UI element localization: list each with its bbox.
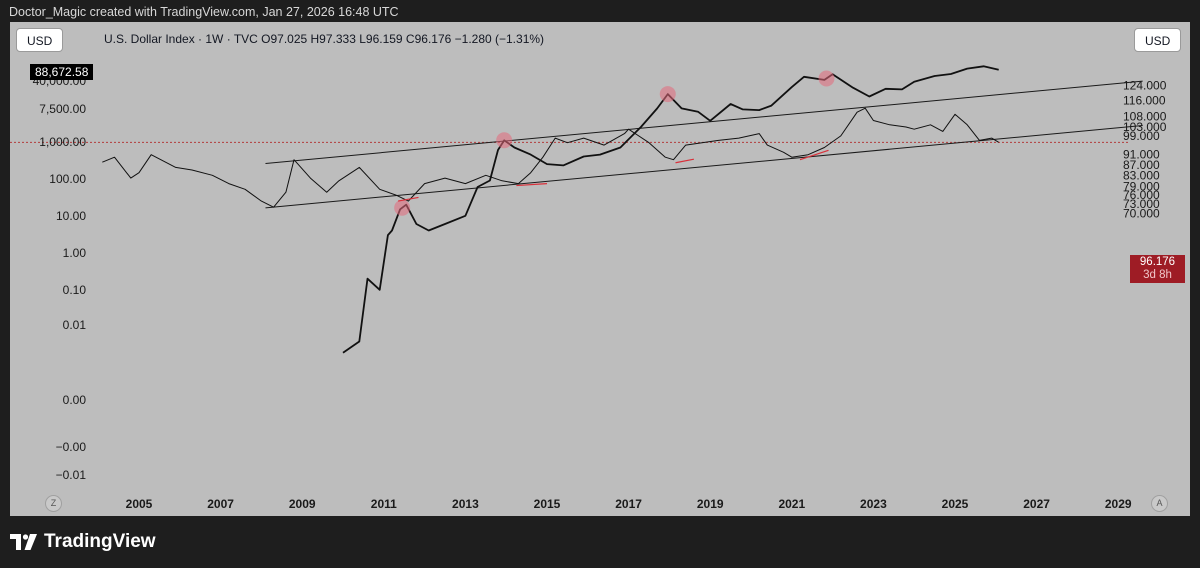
higher-low-segment — [799, 149, 829, 161]
peak-marker — [394, 199, 411, 216]
time-axis-tick-label: 2029 — [1105, 497, 1132, 511]
higher-low-segment — [675, 158, 694, 164]
left-axis-tick-label: −0.00 — [56, 440, 87, 454]
chart-canvas[interactable]: 40,000.007,500.001,000.00100.0010.001.00… — [10, 22, 1190, 516]
current-price-value: 96.176 — [1139, 256, 1176, 268]
right-axis-tick-label: 87.000 — [1123, 158, 1160, 172]
left-scale-corner-button[interactable]: Z — [45, 495, 62, 512]
left-axis-tick-label: −0.01 — [56, 468, 87, 482]
right-axis-tick-label: 99.000 — [1123, 129, 1160, 143]
left-last-value-badge: 88,672.58 — [30, 64, 94, 80]
left-axis-tick-label: 100.00 — [49, 172, 86, 186]
right-axis-tick-label: 70.000 — [1123, 207, 1160, 221]
left-axis-tick-label: 0.00 — [63, 393, 87, 407]
chart-panel[interactable]: 40,000.00 7,500.00 1,000.00 100.00 10.00 1.00… — [10, 22, 1190, 516]
left-axis-tick-label: 1.00 — [63, 246, 87, 260]
time-axis-tick-label: 2025 — [942, 497, 969, 511]
time-axis-tick-label: 2021 — [778, 497, 805, 511]
trendline-layer — [265, 80, 1143, 209]
higher-low-segment — [516, 182, 548, 187]
dxy-series-line[interactable] — [102, 107, 999, 208]
segment-layer — [397, 149, 829, 202]
time-axis-tick-label: 2005 — [126, 497, 153, 511]
right-axis-tick-label: 116.000 — [1123, 93, 1166, 107]
left-axis-tick-label: 1,000.00 — [39, 135, 86, 149]
peak-marker — [659, 86, 676, 103]
right-axis-tick-label: 91.000 — [1123, 148, 1160, 162]
time-axis-tick-label: 2023 — [860, 497, 887, 511]
brand-name: TradingView — [44, 531, 156, 552]
left-axis-tick-label: 10.00 — [56, 209, 86, 223]
tradingview-brand: TradingView — [10, 531, 156, 553]
time-axis-tick-label: 2015 — [534, 497, 561, 511]
current-price-badge: 96.176 3d 8h — [1130, 255, 1185, 283]
upper-channel-line[interactable] — [265, 80, 1143, 165]
bar-countdown: 3d 8h — [1143, 269, 1172, 281]
time-axis-tick-label: 2017 — [615, 497, 642, 511]
overlay-series-line[interactable] — [342, 65, 999, 354]
chart-attribution: Doctor_Magic created with TradingView.co… — [9, 5, 399, 19]
left-axis-tick-label: 0.10 — [63, 283, 87, 297]
right-axis-tick-label: 83.000 — [1123, 168, 1160, 182]
left-price-axis[interactable]: 40,000.007,500.001,000.00100.0010.001.00… — [33, 74, 87, 482]
time-axis-tick-label: 2027 — [1023, 497, 1050, 511]
left-axis-tick-label: 7,500.00 — [39, 102, 86, 116]
right-axis-tick-label: 73.000 — [1123, 197, 1160, 211]
time-axis-tick-label: 2009 — [289, 497, 316, 511]
higher-low-segment — [397, 196, 419, 202]
right-axis-tick-label: 79.000 — [1123, 179, 1160, 193]
auto-scale-button[interactable]: A — [1151, 495, 1168, 512]
right-axis-tick-label: 124.000 — [1123, 78, 1167, 92]
time-axis-tick-label: 2011 — [371, 497, 397, 511]
series-layer — [102, 65, 999, 354]
peak-marker — [818, 70, 835, 87]
right-axis-tick-label: 76.000 — [1123, 188, 1160, 202]
right-currency-button[interactable]: USD — [1134, 28, 1182, 52]
tradingview-logo-icon — [10, 534, 37, 550]
time-axis-tick-label: 2019 — [697, 497, 724, 511]
symbol-legend: U.S. Dollar Index · 1W · TVC O97.025 H97… — [104, 32, 545, 46]
time-axis-tick-label: 2013 — [452, 497, 479, 511]
time-axis[interactable]: 2005 2007 2009 2011 2013 2015 2017 2019 2021 2023… — [126, 497, 1132, 511]
left-currency-button[interactable]: USD — [16, 28, 64, 52]
left-axis-tick-label: 0.01 — [63, 318, 87, 332]
lower-channel-line[interactable] — [265, 124, 1143, 209]
right-axis-tick-label: 103.000 — [1123, 120, 1167, 134]
peak-marker — [496, 132, 513, 149]
marker-layer — [394, 70, 835, 216]
time-axis-tick-label: 2007 — [207, 497, 234, 511]
right-axis-tick-label: 108.000 — [1123, 109, 1167, 123]
